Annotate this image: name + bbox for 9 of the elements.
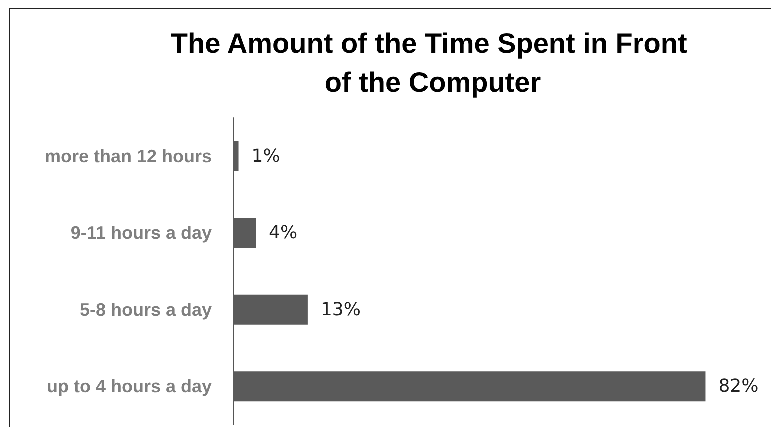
y-tick-label: 9-11 hours a day (70, 223, 212, 244)
y-tick-label: up to 4 hours a day (46, 376, 212, 397)
data-label: 13% (320, 299, 361, 320)
data-label: 4% (269, 222, 298, 244)
y-tick-label: 5-8 hours a day (80, 300, 212, 320)
y-tick-label: more than 12 hours (44, 146, 212, 166)
data-label: 1% (252, 146, 280, 167)
chart-title: The Amount of the Time Spent in Front of the Computer (170, 28, 696, 98)
data-label: 82% (718, 376, 759, 398)
